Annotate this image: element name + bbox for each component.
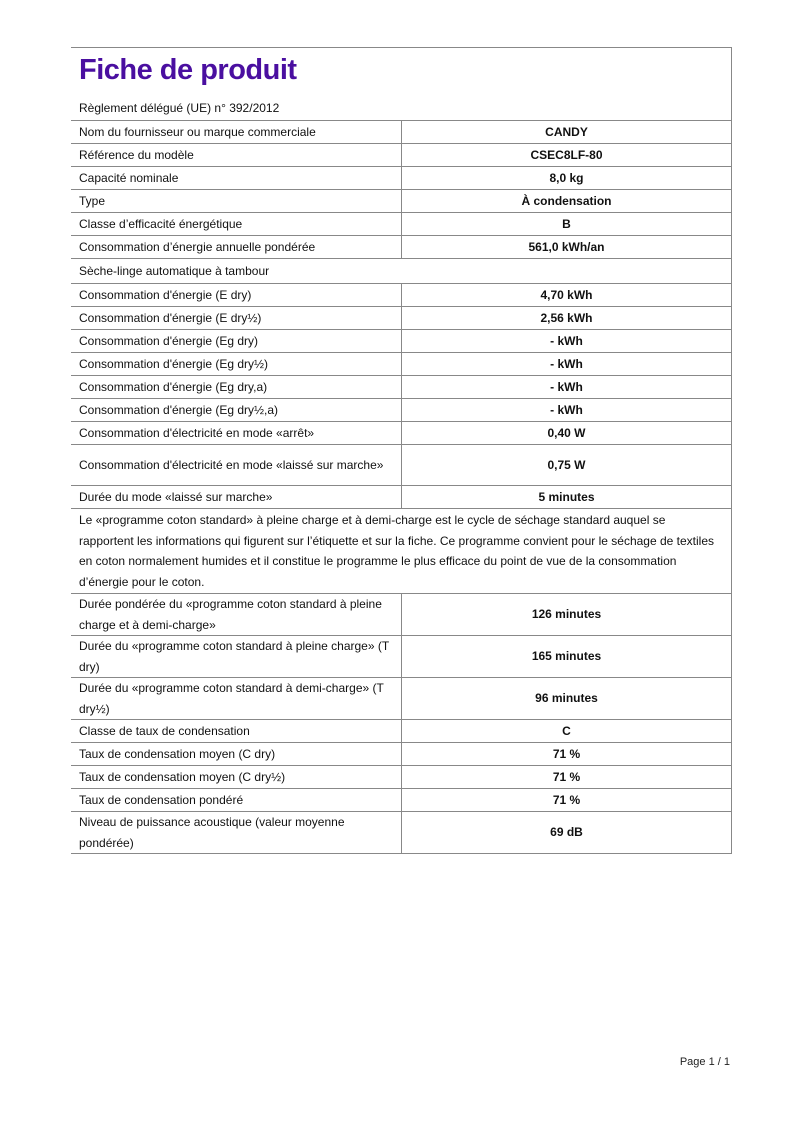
table-row: Niveau de puissance acoustique (valeur m…	[71, 811, 731, 854]
row-value: 8,0 kg	[401, 166, 731, 190]
row-label: Niveau de puissance acoustique (valeur m…	[71, 811, 402, 854]
row-label: Consommation d'énergie (Eg dry½)	[71, 352, 402, 376]
row-label: Classe d’efficacité énergétique	[71, 212, 402, 236]
row-value: 71 %	[401, 788, 731, 812]
row-label: Durée du «programme coton standard à dem…	[71, 677, 402, 720]
table-row: Consommation d'énergie (Eg dry½,a) - kWh	[71, 398, 731, 422]
programme-note: Le «programme coton standard» à pleine c…	[71, 508, 731, 594]
row-value: - kWh	[401, 398, 731, 422]
row-label: Classe de taux de condensation	[71, 719, 402, 743]
row-label: Consommation d'énergie (Eg dry½,a)	[71, 398, 402, 422]
row-label: Consommation d’énergie annuelle pondérée	[71, 235, 402, 259]
row-value: - kWh	[401, 352, 731, 376]
table-row: Consommation d'électricité en mode «arrê…	[71, 421, 731, 445]
row-value: C	[401, 719, 731, 743]
table-row: Classe d’efficacité énergétique B	[71, 212, 731, 236]
row-label: Durée du «programme coton standard à ple…	[71, 635, 402, 678]
table-row: Durée du «programme coton standard à ple…	[71, 635, 731, 678]
row-label: Taux de condensation moyen (C dry½)	[71, 765, 402, 789]
page-title: Fiche de produit	[79, 54, 297, 86]
row-value: 4,70 kWh	[401, 283, 731, 307]
page-number: Page 1 / 1	[679, 1056, 730, 1068]
row-value: 0,40 W	[401, 421, 731, 445]
row-value: - kWh	[401, 375, 731, 399]
table-row: Taux de condensation pondéré 71 %	[71, 788, 731, 812]
row-value: 0,75 W	[401, 444, 731, 486]
table-row: Consommation d'énergie (Eg dry½) - kWh	[71, 352, 731, 376]
row-label: Consommation d'énergie (E dry½)	[71, 306, 402, 330]
sheet-header: Fiche de produit Règlement délégué (UE) …	[71, 48, 731, 121]
row-label: Taux de condensation moyen (C dry)	[71, 742, 402, 766]
section-heading: Sèche-linge automatique à tambour	[71, 258, 731, 284]
table-row: Consommation d'énergie (Eg dry) - kWh	[71, 329, 731, 353]
table-row: Taux de condensation moyen (C dry½) 71 %	[71, 765, 731, 789]
table-row: Capacité nominale 8,0 kg	[71, 166, 731, 190]
table-row: Durée du «programme coton standard à dem…	[71, 677, 731, 720]
table-row: Durée pondérée du «programme coton stand…	[71, 593, 731, 636]
programme-note-text: Le «programme coton standard» à pleine c…	[71, 508, 731, 594]
table-row: Référence du modèle CSEC8LF-80	[71, 143, 731, 167]
table-row: Consommation d'énergie (E dry½) 2,56 kWh	[71, 306, 731, 330]
row-label: Consommation d'énergie (E dry)	[71, 283, 402, 307]
regulation-reference: Règlement délégué (UE) n° 392/2012	[79, 101, 280, 115]
table-row: Classe de taux de condensation C	[71, 719, 731, 743]
row-value: 96 minutes	[401, 677, 731, 720]
row-value: B	[401, 212, 731, 236]
row-label: Consommation d'électricité en mode «arrê…	[71, 421, 402, 445]
section-heading-text: Sèche-linge automatique à tambour	[71, 258, 731, 284]
row-label: Capacité nominale	[71, 166, 402, 190]
row-value: CANDY	[401, 121, 731, 144]
row-value: 2,56 kWh	[401, 306, 731, 330]
row-value: 71 %	[401, 765, 731, 789]
table-row: Consommation d'énergie (E dry) 4,70 kWh	[71, 283, 731, 307]
row-label: Taux de condensation pondéré	[71, 788, 402, 812]
table-row: Consommation d'électricité en mode «lais…	[71, 444, 731, 486]
row-value: 561,0 kWh/an	[401, 235, 731, 259]
table-row: Taux de condensation moyen (C dry) 71 %	[71, 742, 731, 766]
row-value: CSEC8LF-80	[401, 143, 731, 167]
table-row: Durée du mode «laissé sur marche» 5 minut…	[71, 485, 731, 509]
row-value: - kWh	[401, 329, 731, 353]
row-value: 5 minutes	[401, 485, 731, 509]
table-row: Nom du fournisseur ou marque commerciale…	[71, 121, 731, 144]
row-label: Durée pondérée du «programme coton stand…	[71, 593, 402, 636]
row-value: 165 minutes	[401, 635, 731, 678]
row-value: 71 %	[401, 742, 731, 766]
row-value: 126 minutes	[401, 593, 731, 636]
product-sheet: Fiche de produit Règlement délégué (UE) …	[71, 47, 732, 854]
row-label: Consommation d'électricité en mode «lais…	[71, 444, 402, 486]
row-label: Durée du mode «laissé sur marche»	[71, 485, 402, 509]
row-label: Consommation d'énergie (Eg dry,a)	[71, 375, 402, 399]
table-row: Type À condensation	[71, 189, 731, 213]
table-row: Consommation d’énergie annuelle pondérée…	[71, 235, 731, 259]
row-label: Nom du fournisseur ou marque commerciale	[71, 121, 402, 144]
table-row: Consommation d'énergie (Eg dry,a) - kWh	[71, 375, 731, 399]
row-value: 69 dB	[401, 811, 731, 854]
row-label: Référence du modèle	[71, 143, 402, 167]
spec-table: Nom du fournisseur ou marque commerciale…	[71, 121, 731, 854]
row-label: Consommation d'énergie (Eg dry)	[71, 329, 402, 353]
row-label: Type	[71, 189, 402, 213]
row-value: À condensation	[401, 189, 731, 213]
